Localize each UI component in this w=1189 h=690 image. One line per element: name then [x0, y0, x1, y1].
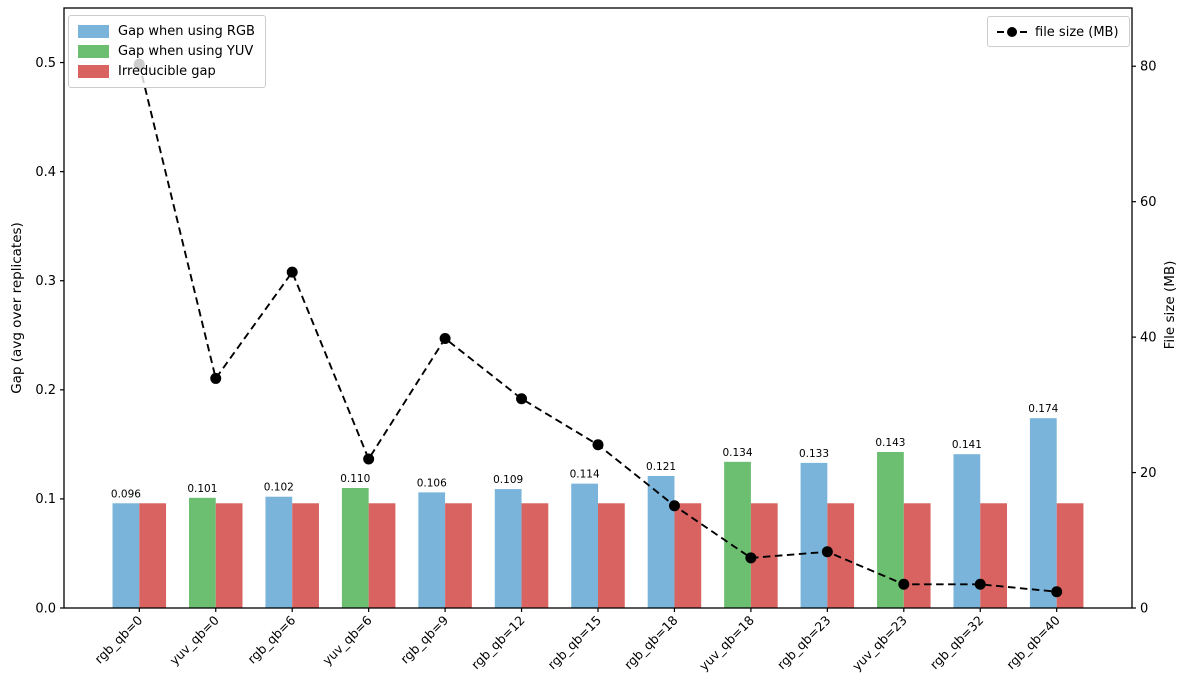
gap-bar-yuv_qb=18	[724, 461, 751, 608]
legend-label-irreducible: Irreducible gap	[118, 63, 216, 79]
irreducible-bar-rgb_qb=0	[139, 503, 167, 608]
x-tick-label-yuv_qb=6: yuv_qb=6	[319, 612, 374, 667]
bar-value-label: 0.101	[187, 483, 217, 495]
left-tick-label: 0.3	[35, 274, 56, 289]
bar-value-label: 0.106	[417, 477, 447, 489]
file-size-point-rgb_qb=6	[286, 266, 298, 278]
right-tick-label: 20	[1140, 466, 1157, 481]
left-tick-label: 0.5	[35, 56, 56, 71]
legend-label-yuv: Gap when using YUV	[118, 44, 254, 60]
right-tick-label: 80	[1140, 60, 1157, 75]
bar-value-label: 0.141	[952, 439, 982, 451]
bar-value-label: 0.174	[1028, 403, 1058, 415]
gap-bar-rgb_qb=18	[647, 476, 675, 608]
bar-value-label: 0.143	[875, 437, 905, 449]
file-size-point-rgb_qb=12	[516, 393, 528, 405]
legend-item-irreducible: Irreducible gap	[78, 61, 255, 81]
gap-bar-rgb_qb=23	[800, 462, 828, 608]
file-size-point-rgb_qb=32	[974, 578, 986, 590]
irreducible-bar-yuv_qb=6	[368, 503, 396, 608]
left-tick-label: 0.1	[35, 492, 56, 507]
right-axis-title: File size (MB)	[1162, 260, 1178, 350]
x-tick-label-yuv_qb=18: yuv_qb=18	[696, 612, 757, 673]
file-size-point-rgb_qb=9	[439, 332, 451, 344]
file-size-point-yuv_qb=6	[363, 453, 375, 465]
file-size-point-rgb_qb=40	[1051, 586, 1063, 598]
bar-value-label: 0.121	[646, 461, 676, 473]
legend-item-gap-rgb: Gap when using RGB	[78, 22, 255, 42]
right-tick-label: 60	[1140, 195, 1157, 210]
bar-value-label: 0.096	[111, 488, 141, 500]
legend-label-rgb: Gap when using RGB	[118, 24, 255, 40]
gap-bar-yuv_qb=0	[188, 497, 216, 608]
irreducible-bar-rgb_qb=32	[980, 503, 1008, 608]
x-tick-label-rgb_qb=9: rgb_qb=9	[397, 612, 451, 666]
right-tick-label: 40	[1140, 330, 1157, 345]
gap-bar-rgb_qb=12	[494, 489, 522, 608]
dashed-line-dot-icon	[997, 23, 1027, 42]
left-axis-title: Gap (avg over replicates)	[9, 222, 25, 394]
legend-item-gap-yuv: Gap when using YUV	[78, 42, 255, 62]
gap-bar-rgb_qb=6	[265, 496, 293, 608]
irreducible-bar-rgb_qb=15	[598, 503, 625, 608]
left-tick-label: 0.4	[35, 165, 56, 180]
x-tick-label-rgb_qb=0: rgb_qb=0	[91, 612, 145, 666]
left-tick-label: 0.2	[35, 383, 56, 398]
gap-bar-rgb_qb=0	[112, 503, 140, 608]
x-tick-label-yuv_qb=23: yuv_qb=23	[849, 613, 910, 674]
gap-bar-rgb_qb=15	[571, 483, 598, 608]
irreducible-bar-yuv_qb=0	[215, 503, 243, 608]
file-size-point-rgb_qb=23	[821, 546, 833, 558]
bar-value-label: 0.109	[493, 474, 523, 486]
legend-file-size: file size (MB)	[987, 16, 1130, 47]
x-tick-label-rgb_qb=23: rgb_qb=23	[774, 613, 834, 673]
bar-value-label: 0.134	[722, 447, 752, 459]
gap-bar-rgb_qb=9	[418, 492, 446, 608]
left-tick-label: 0.0	[35, 601, 56, 616]
gap-bar-rgb_qb=40	[1029, 418, 1057, 608]
x-tick-label-rgb_qb=40: rgb_qb=40	[1003, 612, 1063, 672]
legend-swatch-rgb	[78, 25, 109, 39]
bar-value-label: 0.133	[799, 448, 829, 460]
legend-label-file-size: file size (MB)	[1035, 24, 1119, 40]
x-tick-label-rgb_qb=32: rgb_qb=32	[927, 613, 987, 673]
right-tick-label: 0	[1140, 601, 1148, 616]
x-tick-label-rgb_qb=12: rgb_qb=12	[468, 613, 528, 673]
file-size-point-yuv_qb=0	[210, 372, 222, 384]
irreducible-bar-rgb_qb=12	[521, 503, 549, 608]
bar-value-label: 0.102	[264, 482, 294, 494]
bar-value-label: 0.114	[570, 469, 600, 481]
bar-value-label: 0.110	[340, 473, 370, 485]
irreducible-bar-rgb_qb=23	[827, 503, 855, 608]
irreducible-bar-rgb_qb=18	[674, 503, 702, 608]
legend-item-file-size: file size (MB)	[997, 22, 1119, 42]
file-size-point-yuv_qb=23	[898, 578, 910, 590]
x-tick-label-rgb_qb=18: rgb_qb=18	[621, 612, 681, 672]
legend-gaps: Gap when using RGB Gap when using YUV Ir…	[68, 15, 266, 89]
x-tick-label-rgb_qb=15: rgb_qb=15	[545, 613, 605, 673]
legend-swatch-irreducible	[78, 64, 109, 78]
irreducible-bar-rgb_qb=9	[445, 503, 472, 608]
legend-swatch-yuv	[78, 45, 109, 59]
file-size-point-rgb_qb=18	[668, 500, 680, 512]
file-size-point-yuv_qb=18	[745, 552, 757, 564]
irreducible-bar-rgb_qb=6	[292, 503, 319, 608]
gap-bar-yuv_qb=6	[341, 488, 369, 608]
file-size-point-rgb_qb=15	[592, 439, 604, 451]
x-tick-label-rgb_qb=6: rgb_qb=6	[244, 612, 298, 666]
x-tick-label-yuv_qb=0: yuv_qb=0	[167, 612, 222, 667]
irreducible-bar-yuv_qb=23	[903, 503, 931, 608]
